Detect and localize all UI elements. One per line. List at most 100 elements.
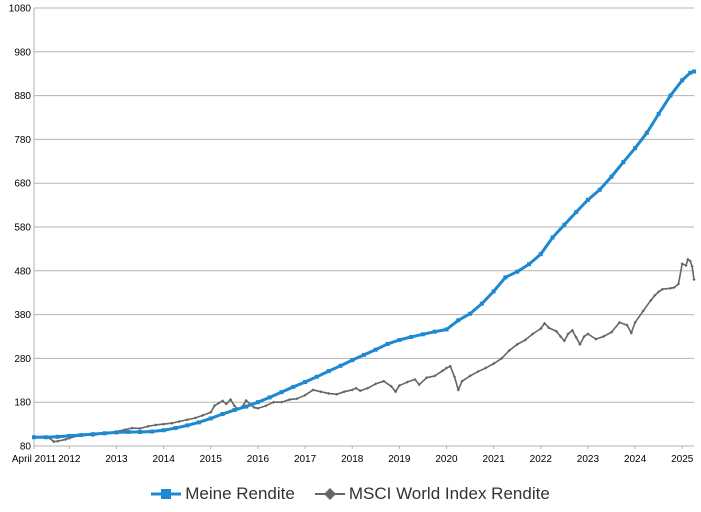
data-point — [585, 197, 590, 202]
data-point — [385, 341, 390, 346]
y-tick-label: 980 — [14, 47, 31, 58]
data-point — [692, 69, 696, 74]
data-point — [413, 377, 417, 382]
x-tick-label: 2021 — [483, 454, 506, 465]
data-point — [550, 235, 555, 240]
data-point — [279, 390, 284, 395]
data-point — [657, 290, 661, 294]
data-point — [382, 379, 386, 383]
data-point — [468, 374, 472, 378]
data-point — [668, 286, 673, 290]
data-point — [228, 397, 233, 402]
data-point — [484, 366, 488, 370]
data-point — [212, 404, 217, 408]
data-point — [680, 262, 684, 266]
data-point — [271, 400, 276, 404]
data-point — [656, 111, 661, 116]
data-point — [63, 437, 68, 442]
data-point — [578, 342, 582, 346]
x-tick-label: 2013 — [105, 454, 128, 465]
data-point — [327, 391, 331, 396]
data-point — [358, 389, 362, 393]
data-point — [208, 416, 213, 421]
data-point — [393, 390, 398, 394]
data-point — [680, 78, 685, 83]
data-point — [441, 369, 445, 373]
data-point — [232, 404, 236, 408]
y-tick-label: 680 — [14, 179, 31, 190]
data-point — [32, 435, 36, 440]
data-series — [32, 69, 696, 444]
data-point — [468, 311, 473, 316]
data-point — [492, 362, 496, 366]
data-point — [52, 440, 56, 444]
data-point — [224, 402, 228, 406]
data-point — [684, 263, 688, 268]
x-tick-label: 2014 — [153, 454, 176, 465]
x-tick-label: 2017 — [294, 454, 317, 465]
x-tick-label: 2025 — [671, 454, 694, 465]
x-tick-label: 2020 — [435, 454, 458, 465]
legend-label: MSCI World Index Rendite — [348, 484, 550, 503]
data-point — [686, 257, 690, 262]
data-point — [90, 432, 95, 437]
data-point — [201, 413, 205, 417]
legend-item-msci-world: MSCI World Index Rendite — [314, 484, 550, 504]
data-point — [676, 282, 681, 286]
data-point — [448, 364, 452, 368]
data-point — [319, 390, 323, 394]
data-point — [633, 320, 637, 325]
data-point — [570, 328, 574, 332]
data-point — [255, 400, 260, 405]
data-point — [366, 386, 370, 390]
data-point — [114, 430, 119, 435]
data-point — [193, 416, 197, 420]
data-point — [55, 439, 60, 443]
legend-marker-diamond-icon — [314, 484, 345, 504]
data-point — [417, 383, 421, 387]
data-point — [601, 334, 606, 339]
data-point — [574, 210, 579, 215]
data-point — [692, 277, 696, 282]
data-point — [170, 421, 174, 425]
data-point — [338, 363, 343, 368]
data-point — [397, 383, 401, 388]
data-point — [314, 374, 319, 379]
axes — [33, 8, 694, 449]
x-tick-label: 2015 — [200, 454, 223, 465]
data-point — [287, 397, 292, 402]
y-tick-label: 480 — [14, 266, 31, 277]
data-point — [409, 334, 414, 339]
data-point — [644, 130, 649, 135]
data-point — [311, 388, 315, 392]
data-point — [149, 429, 154, 434]
data-point — [527, 262, 531, 267]
data-point — [177, 419, 181, 424]
data-point — [67, 436, 71, 440]
data-point — [244, 404, 249, 409]
x-tick-label: 2023 — [577, 454, 600, 465]
data-point — [252, 405, 256, 410]
data-point — [562, 339, 566, 343]
data-point — [43, 435, 48, 440]
data-point — [629, 331, 633, 335]
data-point — [373, 347, 378, 352]
data-point — [295, 397, 299, 401]
data-point — [79, 433, 84, 438]
y-tick-label: 180 — [14, 398, 31, 409]
data-point — [609, 174, 614, 179]
data-point — [55, 434, 60, 439]
x-tick-label: April 2011 — [12, 454, 57, 465]
data-point — [264, 404, 268, 408]
data-point — [597, 187, 602, 192]
data-point — [617, 320, 622, 325]
legend-item-meine-rendite: Meine Rendite — [151, 484, 295, 504]
data-point — [354, 386, 358, 390]
y-tick-label: 580 — [14, 223, 31, 234]
y-axis-tick-labels: 80 180 280 380 480 580 680 780 880 980 1080 — [9, 4, 32, 453]
data-point — [515, 342, 519, 346]
data-point — [138, 429, 143, 434]
data-point — [672, 285, 676, 290]
data-point — [558, 334, 563, 339]
